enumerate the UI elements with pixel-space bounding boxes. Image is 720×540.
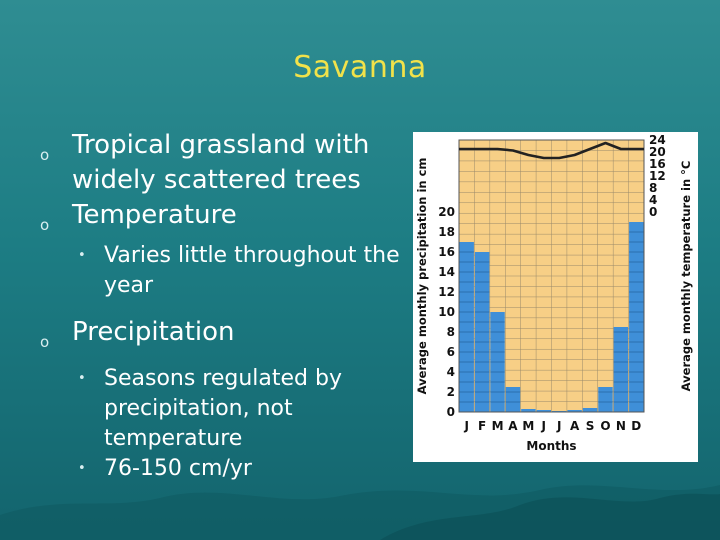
bullet-grassland: o Tropical grassland with widely scatter… <box>40 128 410 198</box>
y-tick-label: 14 <box>438 265 455 279</box>
x-tick-label: J <box>463 419 468 433</box>
x-tick-label: A <box>508 419 518 433</box>
y2-tick-label: 16 <box>649 157 666 171</box>
subbullet-text: 76-150 cm/yr <box>104 456 252 481</box>
y2-tick-label: 0 <box>649 205 657 219</box>
bullet-marker-icon: o <box>40 146 50 164</box>
precip-bar <box>505 387 521 412</box>
subbullet-marker-icon: • <box>78 248 86 263</box>
y-tick-label: 10 <box>438 305 455 319</box>
precip-bar <box>567 410 582 412</box>
bullet-marker-icon: o <box>40 333 50 351</box>
y-tick-label: 2 <box>447 385 455 399</box>
x-tick-label: J <box>541 419 546 433</box>
precip-bar <box>629 222 644 412</box>
y-tick-label: 0 <box>447 405 455 419</box>
precip-bar <box>613 327 629 412</box>
subbullet-rainfall: • 76-150 cm/yr <box>40 454 410 484</box>
y-tick-label: 16 <box>438 245 455 259</box>
x-axis-title: Months <box>526 439 576 453</box>
bullet-marker-icon: o <box>40 216 50 234</box>
y2-tick-label: 8 <box>649 181 657 195</box>
subbullet-temperature-varies: • Varies little throughout the year <box>40 241 410 301</box>
precip-bar <box>459 242 474 412</box>
y-tick-label: 4 <box>447 365 455 379</box>
precip-bar <box>598 387 613 412</box>
temperature-line <box>459 141 644 160</box>
y-tick-label: 20 <box>438 205 455 219</box>
bullet-temperature: o Temperature <box>40 198 410 234</box>
precip-bar <box>521 409 536 412</box>
x-tick-label: O <box>600 419 610 433</box>
subbullet-seasons: • Seasons regulated by precipitation, no… <box>40 364 410 454</box>
y-tick-label: 6 <box>447 345 455 359</box>
bullet-precipitation: o Precipitation <box>40 315 410 351</box>
slide-title: Savanna <box>293 50 427 85</box>
bullet-list: o Tropical grassland with widely scatter… <box>40 128 410 484</box>
x-tick-label: F <box>478 419 486 433</box>
precip-bar <box>582 408 598 412</box>
x-tick-label: M <box>522 419 534 433</box>
y2-tick-label: 4 <box>649 193 657 207</box>
subbullet-text: Seasons regulated by precipitation, not … <box>104 366 343 451</box>
bullet-text: Tropical grassland with widely scattered… <box>72 130 370 195</box>
y2-axis-title: Average monthly temperature in °C <box>679 161 693 392</box>
subbullet-marker-icon: • <box>78 461 86 476</box>
x-tick-label: A <box>570 419 580 433</box>
y-tick-label: 12 <box>438 285 455 299</box>
x-tick-label: N <box>616 419 626 433</box>
x-tick-label: D <box>631 419 641 433</box>
terrain-decoration <box>0 485 720 540</box>
x-tick-label: S <box>586 419 595 433</box>
y2-tick-label: 12 <box>649 169 666 183</box>
y-axis-title: Average monthly precipitation in cm <box>415 158 429 395</box>
y-tick-label: 8 <box>447 325 455 339</box>
plot-border <box>458 139 645 413</box>
x-tick-label: M <box>492 419 504 433</box>
climate-chart: 0 2 4 6 8 10 12 14 16 18 20 0 4 8 12 16 20 24 J F M A M J J A S O N D… <box>413 132 698 462</box>
y2-tick-label: 24 <box>649 133 666 147</box>
precip-bar <box>536 410 551 412</box>
x-tick-label: J <box>556 419 561 433</box>
y2-tick-label: 20 <box>649 145 666 159</box>
bullet-text: Precipitation <box>72 317 235 347</box>
bullet-text: Temperature <box>72 200 237 230</box>
subbullet-text: Varies little throughout the year <box>104 243 400 298</box>
y-tick-label: 18 <box>438 225 455 239</box>
subbullet-marker-icon: • <box>78 371 86 386</box>
